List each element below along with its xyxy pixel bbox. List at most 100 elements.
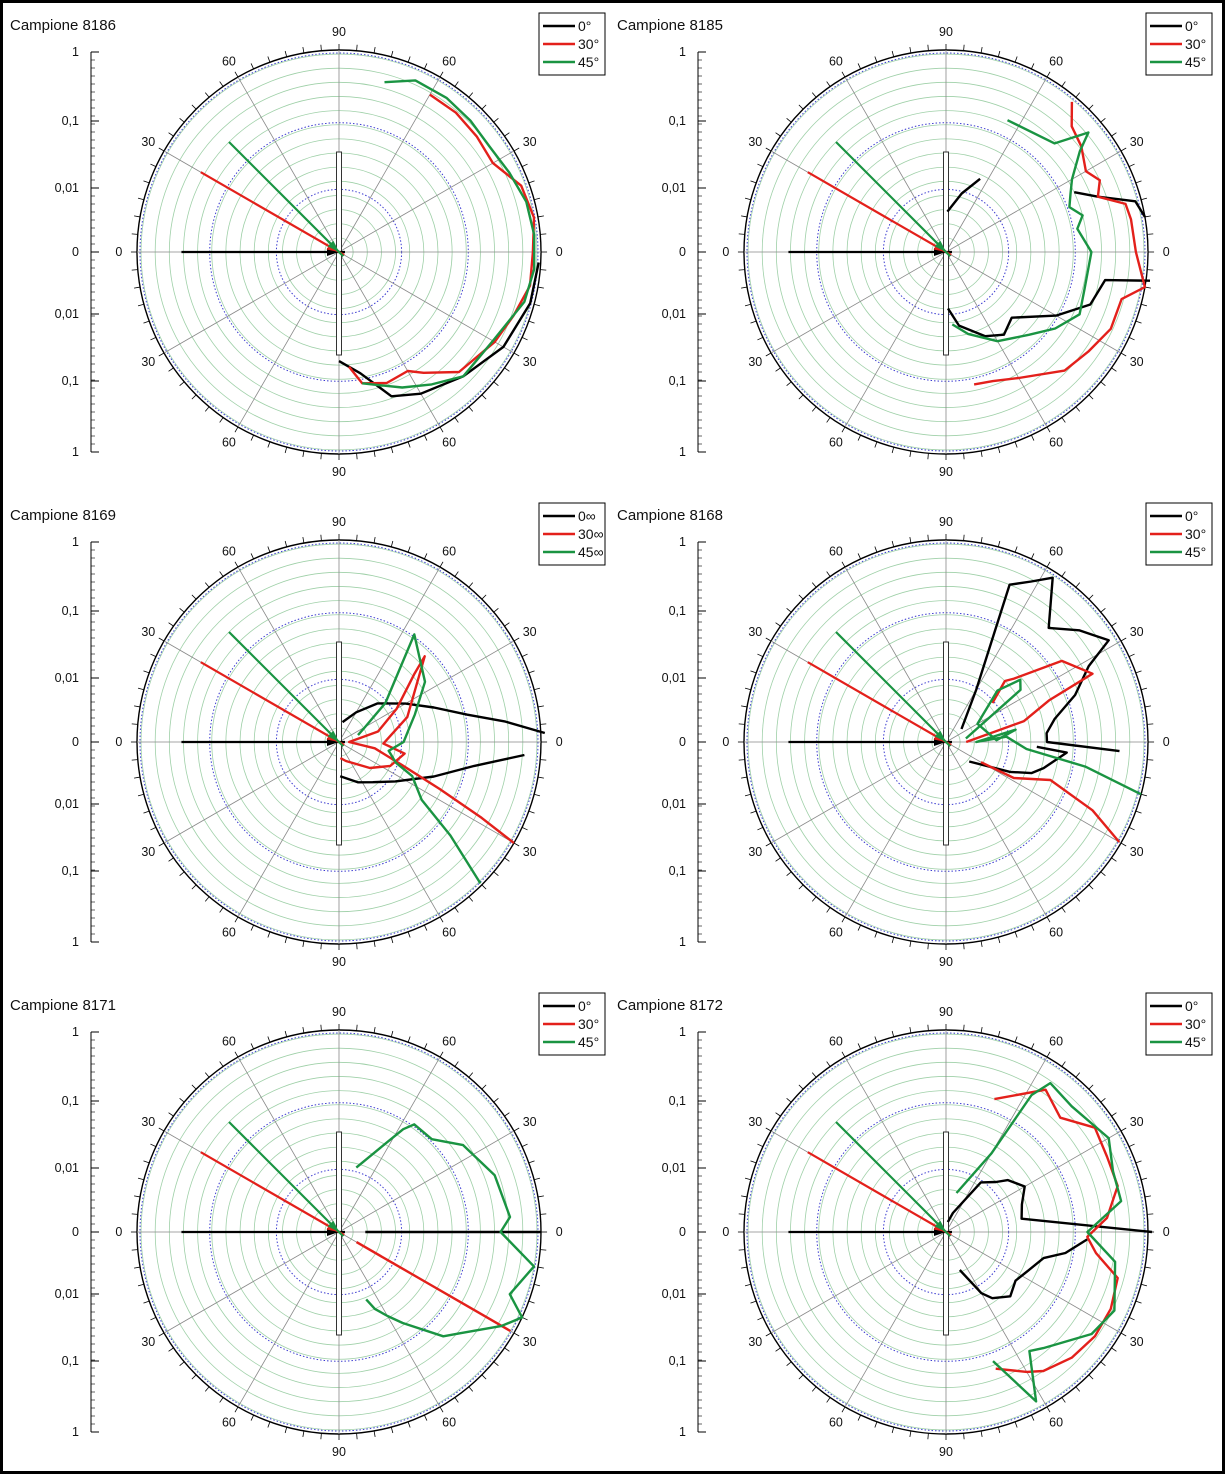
angle-label: 30 <box>748 1335 762 1349</box>
spoke <box>844 1056 947 1233</box>
ring-tick <box>775 1347 781 1352</box>
ring-tick <box>841 426 846 433</box>
ring-tick <box>528 1160 535 1164</box>
legend-label: 0° <box>1185 18 1198 34</box>
spoke <box>945 1231 1048 1408</box>
series-30∞ <box>200 655 515 844</box>
radial-tick-label: 0,01 <box>55 181 79 195</box>
ring-tick <box>811 582 817 588</box>
ring-tick <box>963 1024 965 1031</box>
chart-title: Campione 8185 <box>617 17 723 34</box>
ring-tick <box>131 233 138 235</box>
ring-tick <box>1088 884 1094 890</box>
ring-tick <box>234 916 239 923</box>
ring-tick <box>219 1397 224 1403</box>
ring-tick <box>540 1213 547 1215</box>
ring-tick <box>513 1127 520 1132</box>
ring-tick <box>439 561 444 568</box>
ring-tick <box>504 1347 510 1352</box>
angle-label: 0 <box>556 1225 563 1239</box>
angle-label: 90 <box>939 465 953 479</box>
angle-label: 90 <box>332 1005 346 1019</box>
angle-label: 60 <box>222 1416 236 1430</box>
angle-label: 60 <box>442 54 456 68</box>
incident-beam <box>228 141 345 258</box>
ring-tick <box>741 776 748 779</box>
ring-tick <box>454 571 459 577</box>
ring-tick <box>356 453 358 460</box>
scatter-curve <box>348 93 536 385</box>
ring-tick <box>179 1361 185 1367</box>
ring-tick <box>534 197 541 201</box>
spoke <box>770 251 947 354</box>
ring-tick <box>744 1283 751 1287</box>
ring-tick <box>1014 1421 1018 1428</box>
ring-tick <box>168 132 174 137</box>
ring-tick <box>798 594 804 600</box>
radial-tick-label: 0,1 <box>669 374 686 388</box>
angle-label: 30 <box>523 625 537 639</box>
angle-label: 60 <box>442 544 456 558</box>
ring-tick <box>909 940 912 947</box>
spoke <box>338 1130 515 1233</box>
ring-tick <box>1031 1414 1035 1421</box>
incident-beam <box>228 631 345 748</box>
incident-beam <box>228 1121 345 1238</box>
polar-chart-1: Campione 8186 90 60 30 0 30 60 90 60 30 0 30 60 1 0,1 0… <box>10 12 606 479</box>
spoke <box>945 741 1122 844</box>
ring-tick <box>757 1143 764 1147</box>
ring-tick <box>284 937 288 944</box>
ring-tick <box>493 381 499 387</box>
legend-label: 30° <box>1185 526 1206 542</box>
spoke <box>237 76 340 253</box>
ring-tick <box>963 1433 965 1440</box>
ring-tick <box>390 540 394 547</box>
ring-tick <box>927 943 929 950</box>
ring-tick <box>302 940 305 947</box>
polar-chart-5: Campione 8171 90 60 30 0 30 60 90 60 30 0 30 60 1 0,1 0… <box>10 992 606 1459</box>
spoke <box>844 741 947 918</box>
spoke <box>163 741 340 844</box>
radial-tick-label: 1 <box>72 445 79 459</box>
scatter-curve <box>946 1178 1153 1300</box>
ring-tick <box>390 447 394 454</box>
ring-tick <box>513 637 520 642</box>
angle-label: 30 <box>523 1335 537 1349</box>
ring-tick <box>1075 406 1081 412</box>
angle-label: 30 <box>1130 355 1144 369</box>
ring-tick <box>191 394 197 400</box>
angle-label: 0 <box>722 245 729 259</box>
angle-label: 90 <box>939 25 953 39</box>
ring-tick <box>980 47 983 54</box>
ring-tick <box>158 842 165 847</box>
ring-tick <box>219 571 224 577</box>
ring-tick <box>320 943 322 950</box>
ring-tick <box>1031 553 1035 560</box>
ring-tick <box>143 670 150 674</box>
chart-title: Campione 8169 <box>10 507 116 524</box>
ring-tick <box>775 367 781 372</box>
ring-tick <box>481 884 487 890</box>
ring-tick <box>439 71 444 78</box>
ring-tick <box>468 92 474 98</box>
angle-label: 60 <box>1049 1416 1063 1430</box>
ring-tick <box>468 1072 474 1078</box>
ring-tick <box>826 1397 831 1403</box>
ring-tick <box>980 1430 983 1437</box>
series-45° <box>228 1121 536 1338</box>
ring-tick <box>841 916 846 923</box>
angle-label: 60 <box>1049 926 1063 940</box>
ring-tick <box>909 537 912 544</box>
ring-tick <box>1111 857 1117 862</box>
scatter-curve <box>355 1123 536 1338</box>
scatter-curve <box>338 262 540 398</box>
radial-tick-label: 0,1 <box>62 114 79 128</box>
ring-tick <box>390 1427 394 1434</box>
scatter-curve <box>362 79 536 389</box>
ring-tick <box>811 1072 817 1078</box>
ring-tick <box>811 92 817 98</box>
ring-tick <box>1141 303 1148 307</box>
ring-tick <box>373 47 376 54</box>
ring-tick <box>1128 653 1135 657</box>
ring-tick <box>1061 417 1066 423</box>
